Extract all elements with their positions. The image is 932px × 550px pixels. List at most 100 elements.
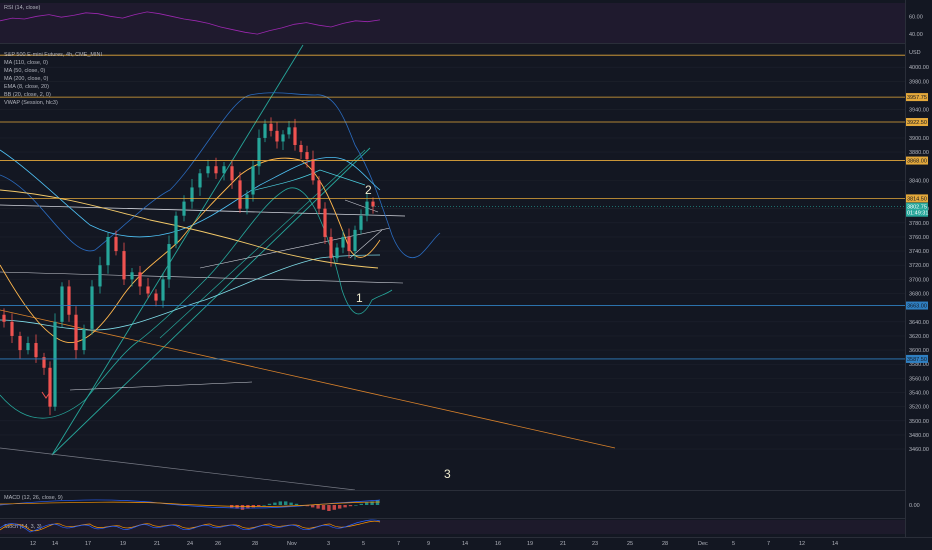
channel-lower-line[interactable] <box>51 147 371 456</box>
candle-body[interactable] <box>214 166 218 174</box>
candle-body[interactable] <box>299 145 303 153</box>
candle-body[interactable] <box>245 194 249 209</box>
candle-body[interactable] <box>329 236 333 259</box>
candle-body[interactable] <box>42 357 46 368</box>
candle-body[interactable] <box>359 215 363 230</box>
candle-body[interactable] <box>257 137 261 167</box>
macd-bar <box>365 502 369 505</box>
candle-body[interactable] <box>323 208 327 237</box>
candle-body[interactable] <box>190 187 194 202</box>
candle-body[interactable] <box>182 201 186 216</box>
price-grid <box>0 66 905 450</box>
macd-bar <box>338 505 342 509</box>
level-tag <box>906 354 928 363</box>
candle-body[interactable] <box>269 123 273 131</box>
lower-support-line[interactable] <box>0 447 356 491</box>
candle-body[interactable] <box>154 293 158 301</box>
candlestick-series[interactable] <box>2 117 375 416</box>
legend-ema-8[interactable]: EMA (8, close, 20) <box>4 84 49 90</box>
candle-body[interactable] <box>90 286 94 329</box>
candle-body[interactable] <box>53 321 57 407</box>
macd-bar <box>311 505 315 508</box>
legend-ma-50[interactable]: MA (50, close, 0) <box>4 68 45 74</box>
macd-bar <box>246 505 250 509</box>
candle-body[interactable] <box>206 166 210 174</box>
candle-body[interactable] <box>365 201 369 216</box>
channel-upper-line[interactable] <box>51 44 304 456</box>
candle-body[interactable] <box>281 134 285 142</box>
candle-body[interactable] <box>114 236 118 252</box>
candle-body[interactable] <box>275 130 279 142</box>
annotation-2[interactable]: 2 <box>365 183 372 197</box>
candle-body[interactable] <box>174 215 178 245</box>
rising-wedge-line[interactable] <box>199 227 391 269</box>
candle-body[interactable] <box>371 201 375 207</box>
candle-body[interactable] <box>130 272 134 280</box>
candle-body[interactable] <box>293 127 297 146</box>
candle-body[interactable] <box>10 321 14 336</box>
candle-body[interactable] <box>48 367 52 407</box>
macd-bar <box>262 505 266 506</box>
candle-body[interactable] <box>251 166 255 195</box>
candle-body[interactable] <box>138 272 142 287</box>
candle-body[interactable] <box>18 335 22 351</box>
candle-body[interactable] <box>146 286 150 294</box>
macd-tick-zero: 0.00 <box>909 503 920 509</box>
legend-ma-110[interactable]: MA (110, close, 0) <box>4 60 48 66</box>
lower-horizontal-line[interactable] <box>69 381 253 391</box>
annotation-3[interactable]: 3 <box>444 467 451 481</box>
candle-body[interactable] <box>263 123 267 138</box>
legend-vwap[interactable]: VWAP (Session, hlc3) <box>4 100 58 106</box>
legend-ma-200[interactable]: MA (200, close, 0) <box>4 76 48 82</box>
time-axis[interactable]: 12 14 17 19 21 24 26 28 Nov 3 5 7 9 14 16 19 21 23 25 28 Dec… <box>0 537 932 548</box>
channel-mid-line[interactable] <box>159 149 366 339</box>
candle-body[interactable] <box>106 236 110 266</box>
macd-signal-line <box>0 501 381 507</box>
candle-body[interactable] <box>26 343 30 351</box>
ma-200-line <box>0 189 379 269</box>
candle-body[interactable] <box>230 166 234 181</box>
price-axis[interactable]: USD 4000.00 3980.00 3940.00 3900.00 3880.00 3… <box>905 0 929 537</box>
time-tick-label: 14 <box>52 541 58 547</box>
bollinger-upper <box>0 92 441 259</box>
candle-body[interactable] <box>347 236 351 252</box>
rsi-panel: RSI (14, close) 60.00 40.00 <box>0 3 923 44</box>
price-tick-label: 3840.00 <box>909 178 929 184</box>
candle-body[interactable] <box>161 279 165 301</box>
candle-body[interactable] <box>305 152 309 160</box>
candle-body[interactable] <box>60 286 64 322</box>
candle-body[interactable] <box>222 166 226 174</box>
candle-body[interactable] <box>317 180 321 209</box>
horizontal-resistance-line[interactable] <box>0 204 406 217</box>
candle-body[interactable] <box>34 343 38 358</box>
candle-body[interactable] <box>167 244 171 280</box>
candle-body[interactable] <box>82 328 86 351</box>
candle-body[interactable] <box>74 314 78 351</box>
level-tag-label: 3957.75 <box>907 95 927 101</box>
candle-body[interactable] <box>311 159 315 181</box>
time-tick-label: 9 <box>427 541 430 547</box>
macd-bar <box>348 505 353 507</box>
candle-body[interactable] <box>287 127 291 135</box>
candle-body[interactable] <box>353 229 357 252</box>
legend-bb[interactable]: BB (20, close, 2, 0) <box>4 92 51 98</box>
legend-title[interactable]: S&P 500 E-mini Futures, 4h, CME_MINI <box>4 52 102 58</box>
trend-lines <box>0 44 616 491</box>
candle-body[interactable] <box>122 251 126 280</box>
price-panel[interactable]: 1 2 3 S&P 500 E-mini Futures, 4h, CME_MI… <box>0 44 905 491</box>
wedge-upper-line[interactable] <box>344 199 379 213</box>
candle-body[interactable] <box>198 173 202 188</box>
candle-body[interactable] <box>2 314 6 322</box>
annotation-1[interactable]: 1 <box>356 291 363 305</box>
time-tick-label: 21 <box>560 541 566 547</box>
candle-body[interactable] <box>341 236 345 248</box>
candle-body[interactable] <box>238 180 242 209</box>
candle-body[interactable] <box>335 247 339 259</box>
horizontal-support-line[interactable] <box>0 271 404 284</box>
candle-body[interactable] <box>67 286 71 315</box>
ma-110-line <box>0 254 381 331</box>
candle-body[interactable] <box>98 265 102 287</box>
descending-trendline[interactable] <box>0 309 616 449</box>
